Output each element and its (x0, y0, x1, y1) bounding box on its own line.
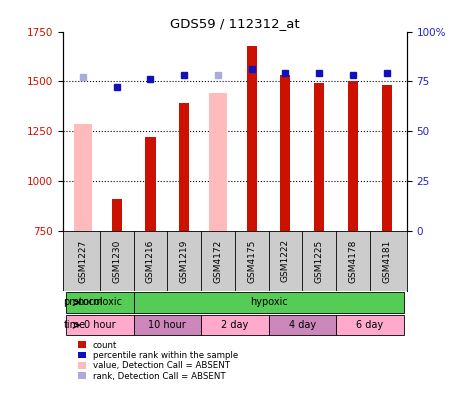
Text: GSM4175: GSM4175 (247, 239, 256, 283)
Text: time: time (63, 320, 86, 330)
Text: GSM1230: GSM1230 (112, 239, 121, 283)
Bar (382, 86, 392, 231)
Title: GDS59 / 112312_at: GDS59 / 112312_at (170, 17, 299, 30)
Text: 2 day: 2 day (221, 320, 248, 330)
Bar (201, 315, 269, 335)
Bar (66, 292, 133, 313)
Text: GSM1225: GSM1225 (315, 239, 324, 282)
Text: normoxic: normoxic (77, 297, 122, 307)
Bar (179, 103, 189, 231)
Text: GSM1222: GSM1222 (281, 239, 290, 282)
Text: GSM1227: GSM1227 (79, 239, 87, 282)
Legend: count, percentile rank within the sample, value, Detection Call = ABSENT, rank, : count, percentile rank within the sample… (77, 340, 239, 381)
Text: GSM4181: GSM4181 (382, 239, 391, 283)
Bar (348, 82, 358, 231)
Text: hypoxic: hypoxic (250, 297, 287, 307)
Bar (209, 93, 227, 231)
Text: GSM1219: GSM1219 (179, 239, 189, 283)
Text: GSM4178: GSM4178 (348, 239, 358, 283)
Text: 10 hour: 10 hour (148, 320, 186, 330)
Bar (269, 315, 336, 335)
Text: GSM1216: GSM1216 (146, 239, 155, 283)
Bar (133, 315, 201, 335)
Text: 0 hour: 0 hour (84, 320, 116, 330)
Bar (314, 84, 324, 231)
Bar (146, 137, 156, 231)
Bar (246, 46, 257, 231)
Bar (280, 76, 291, 231)
Text: 6 day: 6 day (356, 320, 383, 330)
Bar (133, 292, 404, 313)
Bar (66, 315, 133, 335)
Bar (112, 199, 122, 231)
Text: GSM4172: GSM4172 (213, 239, 222, 282)
Text: protocol: protocol (63, 297, 103, 307)
Bar (74, 124, 92, 231)
Bar (336, 315, 404, 335)
Text: 4 day: 4 day (289, 320, 316, 330)
